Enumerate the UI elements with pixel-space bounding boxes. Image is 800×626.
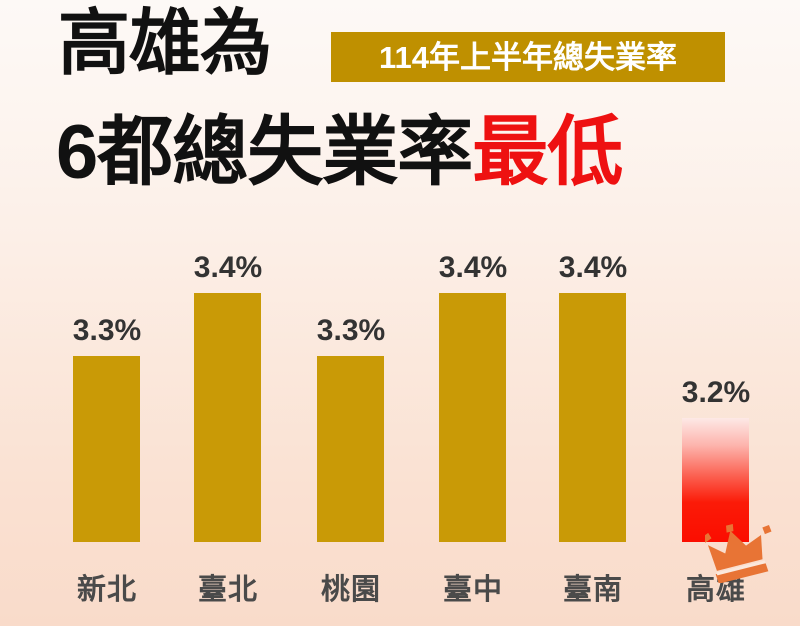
- chart-plot-area: 3.3% 3.4% 3.3% 3.4% 3.4% 3.2%: [0, 215, 800, 542]
- chart-category-axis: 新北 臺北 桃園 臺中 臺南 高雄: [0, 542, 800, 626]
- bar-group: 3.3%: [296, 215, 406, 542]
- headline-sub-row: 6都總失業率最低: [56, 110, 623, 195]
- bar-group: 3.2%: [661, 215, 771, 542]
- chart-bar[interactable]: [682, 418, 749, 542]
- bar-group: 3.4%: [418, 215, 528, 542]
- chart-bar[interactable]: [194, 293, 261, 542]
- bar-value-label: 3.2%: [681, 376, 751, 409]
- chart-bar[interactable]: [317, 356, 384, 542]
- headline-row: 高雄為 114年上半年總失業率: [0, 0, 800, 108]
- bar-value-label: 3.4%: [438, 251, 508, 284]
- headline-main-text: 高雄為: [58, 4, 272, 84]
- chart-bar[interactable]: [559, 293, 626, 542]
- bar-value-label: 3.4%: [558, 251, 628, 284]
- chart-bar[interactable]: [439, 293, 506, 542]
- headline-badge-label: 114年上半年總失業率: [378, 39, 677, 75]
- bar-group: 3.3%: [52, 215, 162, 542]
- axis-category-label: 臺中: [442, 574, 503, 606]
- bar-group: 3.4%: [173, 215, 283, 542]
- bar-group: 3.4%: [538, 215, 648, 542]
- axis-category-label: 臺北: [197, 574, 258, 606]
- bar-chart: 3.3% 3.4% 3.3% 3.4% 3.4% 3.2% 新北 臺北 桃園 臺中 臺南 高雄: [0, 215, 800, 626]
- headline-sub-highlight: 最低: [472, 110, 623, 195]
- axis-category-label: 新北: [76, 574, 137, 606]
- crown-icon: [702, 523, 777, 584]
- headline-badge: 114年上半年總失業率: [331, 32, 725, 82]
- axis-category-label: 臺南: [562, 574, 623, 606]
- bar-value-label: 3.3%: [72, 314, 142, 347]
- chart-bar[interactable]: [73, 356, 140, 542]
- bar-value-label: 3.3%: [316, 314, 386, 347]
- axis-category-label: 高雄: [685, 574, 746, 606]
- axis-category-label: 桃園: [320, 574, 381, 606]
- bar-value-label: 3.4%: [193, 251, 263, 284]
- headline-sub-prefix: 6都總失業率: [56, 110, 473, 195]
